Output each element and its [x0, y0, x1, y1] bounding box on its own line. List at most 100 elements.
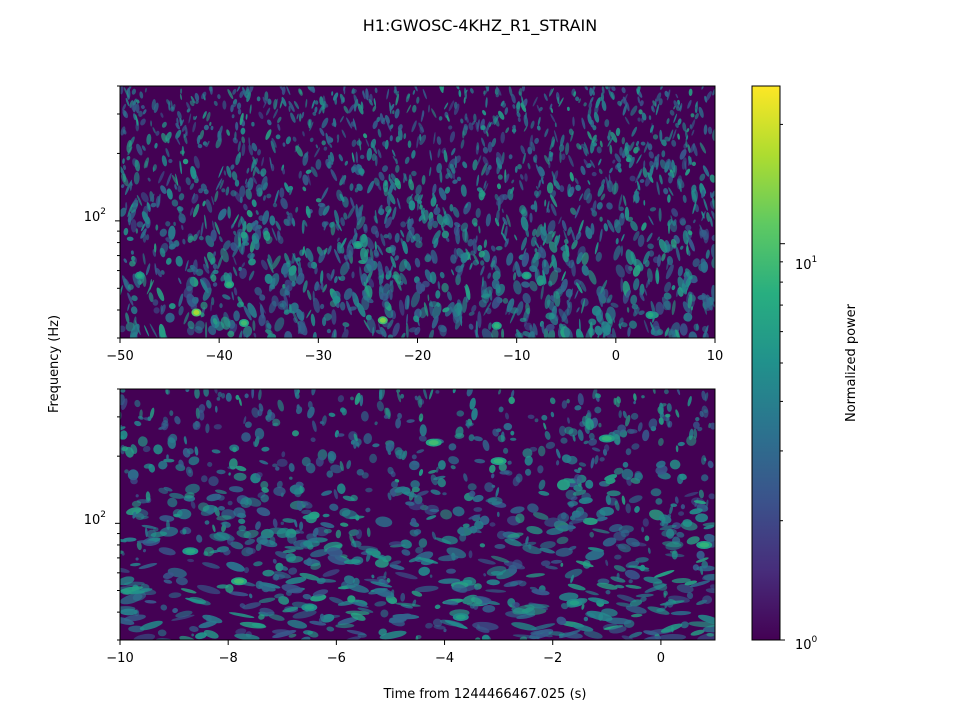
heatmap-texture-blob	[328, 412, 336, 417]
heatmap-texture-blob	[341, 129, 346, 138]
heatmap-texture-blob	[484, 482, 494, 493]
heatmap-texture-blob	[592, 90, 595, 96]
heatmap-texture-blob	[185, 259, 189, 272]
heatmap-texture-blob	[419, 134, 427, 146]
heatmap-texture-blob	[460, 222, 469, 232]
heatmap-texture-blob	[444, 301, 455, 317]
y-axis-label: Frequency (Hz)	[47, 315, 62, 413]
heatmap-texture-blob	[514, 166, 518, 173]
heatmap-texture-blob	[638, 109, 643, 115]
heatmap-texture-blob	[275, 134, 281, 140]
heatmap-texture-blob	[609, 144, 613, 155]
heatmap-texture-blob	[617, 424, 626, 433]
heatmap-texture-blob	[271, 227, 278, 241]
heatmap-texture-blob	[387, 466, 394, 475]
heatmap-texture-blob	[120, 389, 126, 393]
heatmap-texture-blob	[192, 121, 197, 133]
heatmap-texture-blob	[212, 282, 218, 287]
heatmap-texture-blob	[427, 294, 430, 302]
heatmap-texture-blob	[529, 212, 533, 223]
heatmap-texture-blob	[629, 175, 636, 182]
heatmap-texture-blob	[169, 410, 174, 416]
heatmap-texture-blob	[701, 455, 707, 465]
heatmap-texture-blob	[453, 584, 468, 594]
heatmap-texture-blob	[410, 480, 420, 489]
heatmap-texture-blob	[468, 434, 475, 442]
heatmap-texture-blob	[194, 229, 201, 242]
heatmap-texture-blob	[292, 430, 299, 437]
heatmap-texture-blob	[171, 614, 195, 621]
heatmap-texture-blob	[555, 448, 561, 459]
heatmap-texture-blob	[376, 182, 382, 191]
heatmap-texture-blob	[394, 232, 400, 243]
heatmap-texture-blob	[691, 161, 697, 166]
heatmap-texture-blob	[227, 330, 235, 338]
heatmap-texture-blob	[544, 128, 549, 138]
heatmap-texture-blob	[687, 99, 692, 109]
x-tick-label: −4	[435, 651, 454, 666]
heatmap-texture-blob	[504, 225, 508, 240]
heatmap-texture-blob	[508, 564, 518, 575]
heatmap-texture-blob	[329, 596, 345, 605]
heatmap-texture-blob	[360, 411, 369, 422]
heatmap-texture-blob	[126, 155, 131, 161]
heatmap-texture-blob	[461, 130, 465, 139]
heatmap-texture-blob	[478, 225, 481, 234]
heatmap-texture-blob	[327, 161, 331, 169]
heatmap-texture-blob	[621, 468, 634, 480]
heatmap-texture-blob	[658, 438, 664, 446]
heatmap-texture-blob	[420, 110, 425, 123]
heatmap-texture-blob	[599, 481, 606, 487]
heatmap-texture-blob	[671, 300, 676, 316]
heatmap-texture-blob	[690, 306, 694, 311]
heatmap-texture-blob	[272, 629, 291, 635]
heatmap-texture-blob	[401, 549, 411, 556]
heatmap-texture-blob	[685, 135, 689, 141]
heatmap-texture-blob	[254, 286, 263, 296]
heatmap-texture-blob	[549, 152, 553, 158]
heatmap-texture-blob	[495, 86, 502, 96]
heatmap-texture-blob	[356, 183, 363, 191]
heatmap-texture-blob	[520, 216, 529, 231]
heatmap-texture-blob	[530, 204, 536, 210]
heatmap-texture-blob	[361, 295, 370, 311]
heatmap-texture-blob	[518, 87, 523, 96]
heatmap-texture-blob	[153, 444, 163, 455]
heatmap-texture-blob	[140, 118, 146, 126]
heatmap-texture-blob	[582, 146, 588, 157]
heatmap-texture-blob	[322, 205, 330, 216]
heatmap-texture-blob	[221, 393, 226, 399]
heatmap-texture-blob	[149, 193, 155, 202]
heatmap-texture-blob	[656, 181, 660, 196]
heatmap-texture-blob	[243, 529, 259, 539]
heatmap-texture-blob	[583, 630, 603, 639]
heatmap-texture-blob	[529, 134, 533, 148]
heatmap-texture-blob	[511, 179, 515, 184]
heatmap-texture-blob	[272, 518, 278, 528]
heatmap-texture-blob	[547, 329, 556, 338]
heatmap-texture-blob	[340, 95, 343, 104]
heatmap-texture-blob	[197, 134, 201, 145]
heatmap-texture-blob	[614, 434, 621, 445]
heatmap-texture-blob	[211, 449, 221, 454]
heatmap-texture-blob	[159, 228, 167, 237]
heatmap-texture-blob	[133, 171, 140, 185]
heatmap-texture-blob	[135, 103, 140, 114]
heatmap-texture-blob	[521, 252, 530, 267]
heatmap-texture-blob	[392, 322, 400, 337]
heatmap-texture-blob	[359, 154, 365, 160]
heatmap-texture-blob	[265, 236, 273, 245]
heatmap-texture-blob	[185, 177, 191, 186]
heatmap-texture-blob	[249, 593, 253, 599]
heatmap-texture-blob	[184, 492, 195, 499]
heatmap-texture-blob	[302, 152, 309, 166]
heatmap-texture-blob	[121, 184, 125, 189]
heatmap-texture-blob	[307, 630, 319, 638]
heatmap-texture-blob	[541, 177, 544, 185]
heatmap-texture-blob	[166, 257, 172, 265]
heatmap-texture-blob	[129, 323, 140, 338]
heatmap-hotspot	[136, 273, 143, 279]
heatmap-texture-blob	[127, 292, 134, 306]
heatmap-texture-blob	[237, 108, 242, 115]
